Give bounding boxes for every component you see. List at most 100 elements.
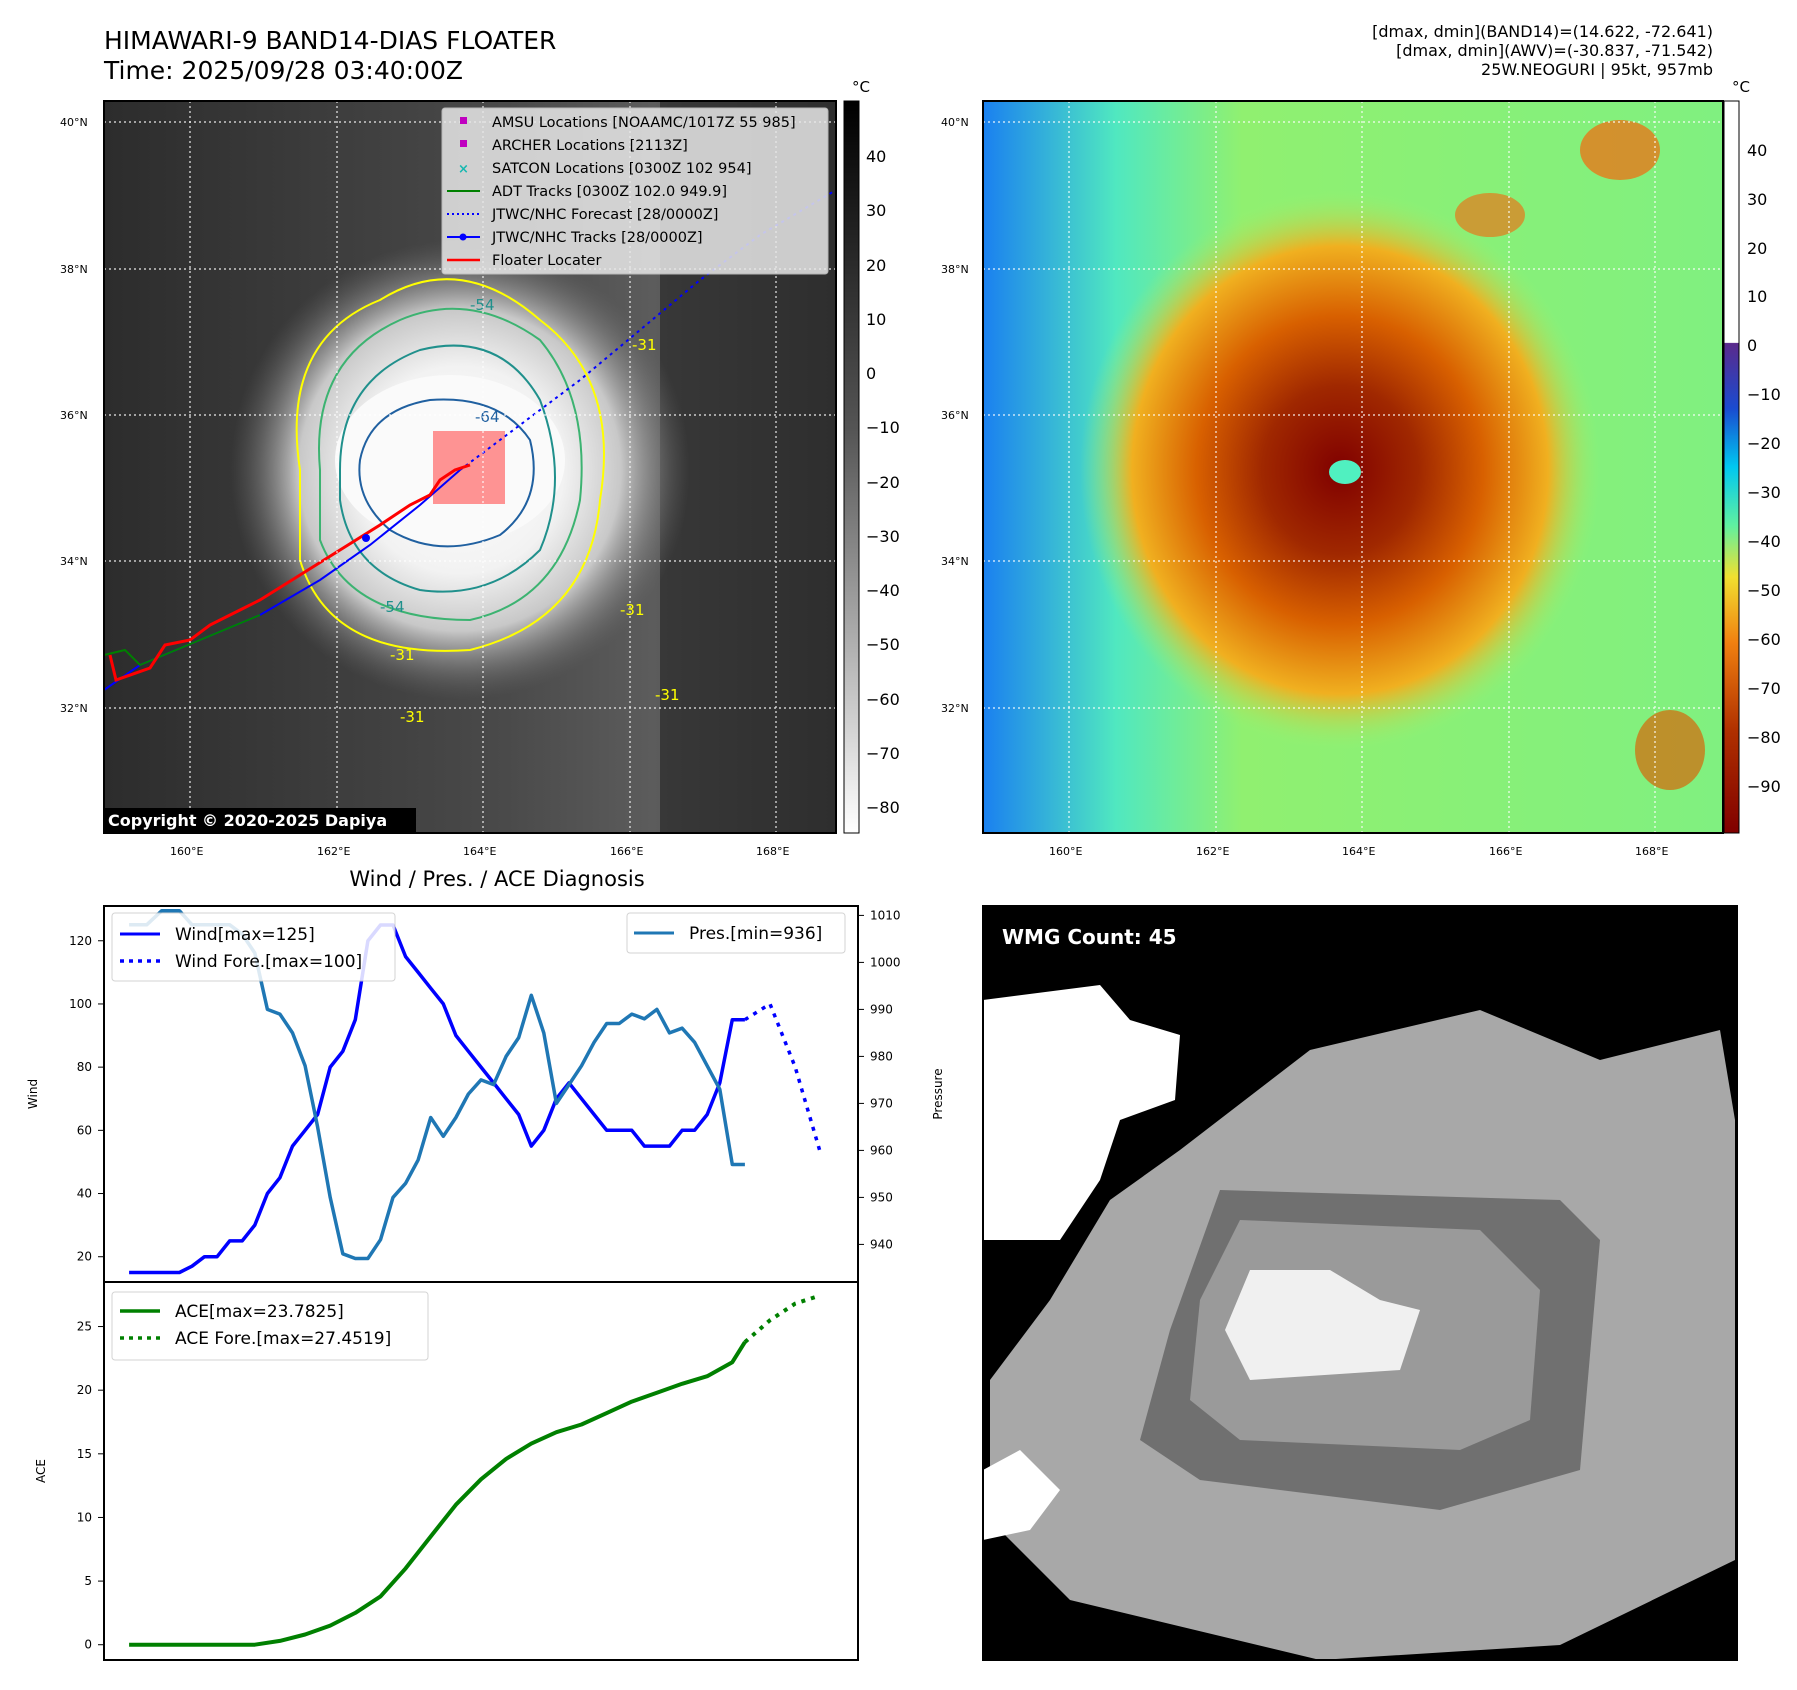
awv-cell-2 bbox=[1455, 193, 1525, 237]
awv-cbar-tick-4: 0 bbox=[1747, 336, 1757, 355]
ace-tick-label: 5 bbox=[84, 1574, 92, 1588]
pressure-tick-label: 1000 bbox=[870, 955, 901, 969]
wind-ticks: 20 40 60 80 100 120 bbox=[69, 934, 104, 1264]
copyright-text: Copyright © 2020-2025 Dapiya bbox=[108, 811, 387, 830]
awv-lon-166: 166°E bbox=[1489, 845, 1522, 858]
wmg-count: WMG Count: 45 bbox=[1002, 925, 1177, 949]
legend-marker-satcon: × bbox=[458, 162, 469, 177]
awv-axis-labels: 40°N 38°N 36°N 34°N 32°N 160°E 162°E 164… bbox=[941, 116, 1668, 858]
ace-ticks: 0 5 10 15 20 25 bbox=[77, 1320, 104, 1652]
wind-tick-label: 40 bbox=[77, 1187, 92, 1201]
awv-lon-162: 162°E bbox=[1196, 845, 1229, 858]
awv-cbar-tick-0: 40 bbox=[1747, 141, 1767, 160]
ace-tick-label: 20 bbox=[77, 1383, 92, 1397]
ir-axis-labels: 40°N 38°N 36°N 34°N 32°N 160°E 162°E 164… bbox=[60, 116, 789, 858]
ir-colorbar: °C 40 30 20 10 0 −10 −20 −30 −40 −50 −60… bbox=[843, 78, 900, 834]
legend-marker-archer bbox=[460, 140, 467, 147]
figure-title: HIMAWARI-9 BAND14-DIAS FLOATER Time: 2025… bbox=[104, 26, 556, 86]
ir-lon-160: 160°E bbox=[170, 845, 203, 858]
ace-tick-label: 10 bbox=[77, 1510, 92, 1524]
diagnosis-title: Wind / Pres. / ACE Diagnosis bbox=[349, 867, 644, 891]
awv-cbar-tick-7: −30 bbox=[1747, 483, 1781, 502]
ir-cbar-tick-1: 30 bbox=[866, 201, 886, 220]
contour-label-3: -54 bbox=[380, 598, 405, 616]
pressure-tick-label: 990 bbox=[870, 1002, 893, 1016]
wmg-white-region bbox=[983, 985, 1180, 1240]
contour-label-1: -64 bbox=[475, 408, 500, 426]
ir-cbar-tick-9: −50 bbox=[866, 635, 900, 654]
wind-tick-label: 80 bbox=[77, 1060, 92, 1074]
awv-lat-32: 32°N bbox=[941, 702, 969, 715]
pressure-ticks: 940 950 960 970 980 990 1000 1010 bbox=[858, 908, 901, 1251]
pressure-tick-label: 950 bbox=[870, 1190, 893, 1204]
wind-forecast-line bbox=[743, 1002, 822, 1153]
stats-awv: [dmax, dmin](AWV)=(-30.837, -71.542) bbox=[1396, 41, 1713, 60]
awv-cbar-tick-9: −50 bbox=[1747, 581, 1781, 600]
ir-cbar-tick-5: −10 bbox=[866, 418, 900, 437]
awv-lon-164: 164°E bbox=[1342, 845, 1375, 858]
adt-track bbox=[103, 614, 261, 667]
ace-axis-label: ACE bbox=[34, 1459, 48, 1483]
legend-adt: ADT Tracks [0300Z 102.0 949.9] bbox=[492, 184, 727, 200]
awv-lon-168: 168°E bbox=[1635, 845, 1668, 858]
awv-cbar-tick-8: −40 bbox=[1747, 532, 1781, 551]
wind-tick-label: 120 bbox=[69, 934, 92, 948]
awv-lat-36: 36°N bbox=[941, 409, 969, 422]
legend-ace: ACE[max=23.7825] bbox=[175, 1302, 344, 1322]
stats-block: [dmax, dmin](BAND14)=(14.622, -72.641) [… bbox=[1372, 22, 1713, 79]
ir-cbar-tick-8: −40 bbox=[866, 581, 900, 600]
awv-cbar-tick-5: −10 bbox=[1747, 385, 1781, 404]
contour-label-2: -31 bbox=[632, 336, 657, 354]
contour-blue bbox=[358, 398, 535, 548]
ir-cbar-tick-4: 0 bbox=[866, 364, 876, 383]
floater-track bbox=[108, 463, 471, 682]
awv-cbar-tick-13: −90 bbox=[1747, 777, 1781, 796]
legend-tracks: JTWC/NHC Tracks [28/0000Z] bbox=[491, 230, 703, 246]
ace-tick-label: 25 bbox=[77, 1320, 92, 1334]
contour-teal bbox=[339, 344, 556, 593]
wind-axis-label: Wind bbox=[26, 1079, 40, 1109]
awv-colorbar: °C 40 30 20 10 0 −10 −20 −30 −40 −50 −60… bbox=[1723, 78, 1781, 834]
jtwc-track-point bbox=[362, 534, 370, 542]
contour-label-4: -31 bbox=[400, 708, 425, 726]
awv-cbar-tick-2: 20 bbox=[1747, 239, 1767, 258]
ir-lon-168: 168°E bbox=[756, 845, 789, 858]
legend-wind: Wind[max=125] bbox=[175, 925, 315, 945]
ir-gridlines bbox=[104, 101, 836, 833]
awv-eye bbox=[1329, 460, 1361, 484]
awv-lat-34: 34°N bbox=[941, 555, 969, 568]
legend-amsu: AMSU Locations [NOAAMC/1017Z 55 985] bbox=[492, 115, 796, 131]
ace-legend: ACE[max=23.7825] ACE Fore.[max=27.4519] bbox=[111, 1291, 429, 1361]
wmg-core bbox=[1225, 1270, 1420, 1380]
ir-cbar-tick-10: −60 bbox=[866, 690, 900, 709]
stats-storm: 25W.NEOGURI | 95kt, 957mb bbox=[1481, 60, 1713, 79]
awv-colorbar-unit: °C bbox=[1732, 78, 1750, 96]
wind-tick-label: 100 bbox=[69, 997, 92, 1011]
pressure-tick-label: 960 bbox=[870, 1143, 893, 1157]
wind-tick-label: 60 bbox=[77, 1123, 92, 1137]
series-layer bbox=[129, 908, 822, 1647]
awv-lon-160: 160°E bbox=[1049, 845, 1082, 858]
contour-yellow bbox=[295, 278, 605, 652]
title-line1: HIMAWARI-9 BAND14-DIAS FLOATER bbox=[104, 26, 557, 55]
ir-cbar-tick-6: −20 bbox=[866, 473, 900, 492]
wmg-panel: WMG Count: 45 bbox=[982, 905, 1738, 1661]
awv-map-panel bbox=[982, 100, 1724, 834]
ir-cbar-tick-3: 10 bbox=[866, 310, 886, 329]
awv-cbar-tick-12: −80 bbox=[1747, 728, 1781, 747]
contour-label-7: -31 bbox=[620, 601, 645, 619]
pressure-tick-label: 940 bbox=[870, 1237, 893, 1251]
ir-lat-36: 36°N bbox=[60, 409, 88, 422]
awv-cell-3 bbox=[1635, 710, 1705, 790]
wind-line bbox=[129, 923, 745, 1275]
awv-cbar-tick-6: −20 bbox=[1747, 434, 1781, 453]
stats-band14: [dmax, dmin](BAND14)=(14.622, -72.641) bbox=[1372, 22, 1713, 41]
pressure-axis-label: Pressure bbox=[931, 1068, 945, 1119]
ir-lon-166: 166°E bbox=[610, 845, 643, 858]
ir-cbar-tick-11: −70 bbox=[866, 744, 900, 763]
title-line2: Time: 2025/09/28 03:40:00Z bbox=[104, 56, 463, 85]
ace-forecast-line bbox=[743, 1293, 821, 1344]
contour-label-5: -31 bbox=[390, 646, 415, 664]
ir-lat-32: 32°N bbox=[60, 702, 88, 715]
